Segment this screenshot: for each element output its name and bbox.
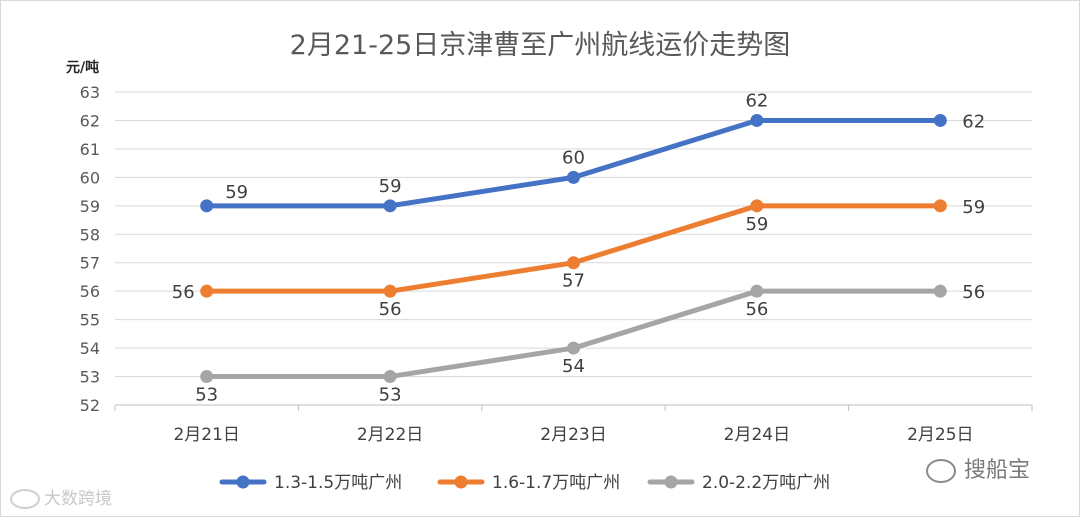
data-point	[383, 284, 397, 298]
legend-marker	[454, 475, 468, 489]
data-label: 60	[562, 147, 585, 168]
x-tick-label: 2月21日	[173, 425, 239, 445]
data-label: 62	[745, 90, 768, 111]
data-point	[200, 199, 214, 213]
y-tick-label: 62	[80, 111, 100, 130]
y-tick-label: 52	[80, 396, 100, 415]
data-label: 56	[172, 282, 195, 303]
chart-title: 2月21-25日京津曹至广州航线运价走势图	[290, 30, 791, 61]
data-label: 62	[962, 111, 985, 132]
data-label: 56	[745, 299, 768, 320]
weibo-icon	[10, 489, 40, 509]
watermark-left-text: 大数跨境	[44, 489, 112, 509]
y-tick-label: 58	[80, 225, 100, 244]
watermark-right-text: 搜船宝	[964, 458, 1031, 483]
legend-marker	[664, 475, 678, 489]
y-tick-label: 54	[80, 339, 100, 358]
wechat-icon	[926, 459, 956, 483]
data-point	[383, 199, 397, 213]
y-tick-label: 57	[80, 254, 100, 273]
legend-label: 1.3-1.5万吨广州	[274, 473, 402, 493]
data-label: 59	[379, 176, 402, 197]
data-point	[750, 284, 764, 298]
y-tick-label: 60	[80, 168, 100, 187]
data-label: 53	[379, 385, 402, 406]
data-point	[200, 370, 214, 384]
x-tick-label: 2月22日	[357, 425, 423, 445]
x-tick-label: 2月24日	[724, 425, 790, 445]
x-tick-label: 2月23日	[540, 425, 606, 445]
watermark-right: 搜船宝	[926, 452, 1030, 484]
y-tick-label: 56	[80, 282, 100, 301]
data-label: 57	[562, 271, 585, 292]
data-point	[750, 113, 764, 127]
legend-label: 1.6-1.7万吨广州	[492, 473, 620, 493]
y-tick-label: 59	[80, 197, 100, 216]
legend-marker	[236, 475, 250, 489]
data-point	[383, 370, 397, 384]
legend-label: 2.0-2.2万吨广州	[702, 473, 830, 493]
data-label: 59	[745, 214, 768, 235]
data-label: 59	[962, 197, 985, 218]
y-tick-label: 61	[80, 140, 100, 159]
y-tick-label: 55	[80, 311, 100, 330]
data-point	[567, 341, 580, 355]
data-point	[933, 199, 947, 213]
data-point	[933, 113, 947, 127]
y-tick-label: 53	[80, 368, 100, 387]
watermark-left: 大数跨境	[10, 484, 112, 509]
data-point	[567, 170, 580, 184]
y-tick-label: 63	[80, 83, 100, 102]
data-label: 54	[562, 356, 585, 377]
y-axis-label: 元/吨	[66, 59, 99, 76]
x-tick-label: 2月25日	[907, 425, 973, 445]
data-label: 53	[195, 385, 218, 406]
data-label: 56	[962, 282, 985, 303]
data-point	[933, 284, 947, 298]
data-point	[750, 199, 764, 213]
data-label: 59	[225, 182, 248, 203]
data-point	[567, 256, 580, 270]
data-point	[200, 284, 214, 298]
data-label: 56	[379, 299, 402, 320]
